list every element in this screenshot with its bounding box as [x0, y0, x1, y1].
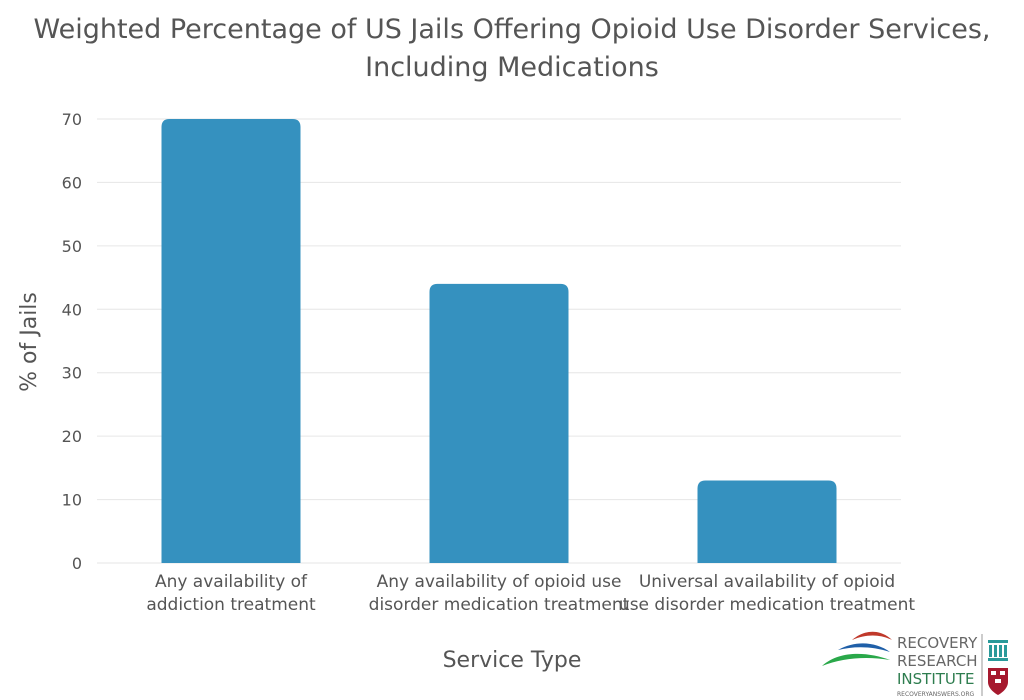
- x-category-label-3: Universal availability of opioid use diso…: [619, 572, 915, 615]
- y-tick-label: 40: [62, 300, 82, 319]
- x-category-label-2: Any availability of opioid use disorder m…: [369, 572, 630, 615]
- y-axis-title: % of Jails: [17, 292, 42, 392]
- y-tick-label: 60: [62, 173, 82, 192]
- logo-line-3: INSTITUTE: [897, 670, 975, 688]
- y-tick-label: 0: [72, 554, 82, 573]
- x-category-label-line: disorder medication treatment: [369, 595, 630, 615]
- y-axis-ticks: 0 10 20 30 40 50 60 70: [62, 110, 82, 573]
- y-tick-label: 20: [62, 427, 82, 446]
- chart-title: Weighted Percentage of US Jails Offering…: [33, 14, 990, 83]
- y-tick-label: 10: [62, 491, 82, 510]
- y-tick-label: 50: [62, 237, 82, 256]
- chart-title-line-1: Weighted Percentage of US Jails Offering…: [33, 14, 990, 45]
- x-axis-title: Service Type: [443, 648, 582, 673]
- bar-2: [429, 283, 569, 563]
- x-category-label-line: addiction treatment: [146, 595, 316, 615]
- chart-title-line-2: Including Medications: [365, 52, 659, 83]
- logo-line-1: RECOVERY: [897, 634, 978, 652]
- x-category-label-1: Any availability of addiction treatment: [146, 572, 316, 615]
- logo-url: RECOVERYANSWERS.ORG: [897, 691, 975, 698]
- recovery-research-institute-logo: RECOVERY RESEARCH INSTITUTE RECOVERYANSW…: [822, 631, 1008, 698]
- bar-1: [161, 119, 301, 563]
- x-category-label-line: Any availability of opioid use: [377, 572, 622, 592]
- x-category-label-line: Universal availability of opioid: [639, 572, 895, 592]
- bar-3: [697, 480, 837, 563]
- x-category-label-line: Any availability of: [155, 572, 308, 592]
- logo-line-2: RESEARCH: [897, 652, 978, 670]
- y-tick-label: 30: [62, 364, 82, 383]
- y-tick-label: 70: [62, 110, 82, 129]
- logo-wave-icon: [822, 631, 892, 666]
- bars: [161, 119, 837, 563]
- x-category-label-line: use disorder medication treatment: [619, 595, 915, 615]
- shield-icon: [988, 668, 1008, 695]
- building-icon: [988, 640, 1008, 661]
